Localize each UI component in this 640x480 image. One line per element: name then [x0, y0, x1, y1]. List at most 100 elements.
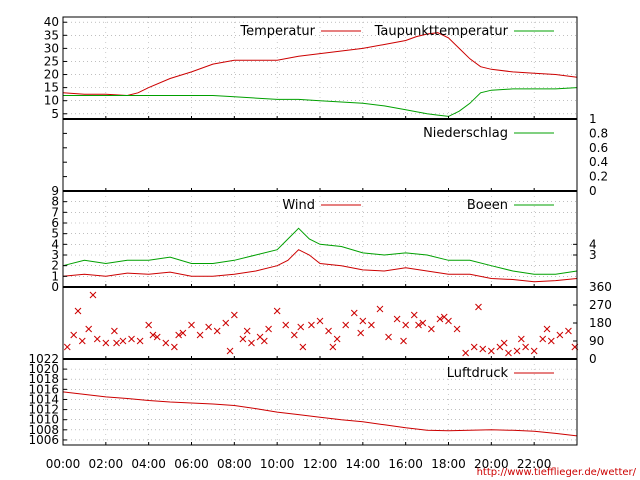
- wind-direction-point: [436, 315, 444, 323]
- xtick-label: 04:00: [131, 457, 166, 471]
- point-stroke: [248, 339, 255, 347]
- wind-direction-point: [273, 307, 281, 315]
- wind-direction-panel-ytick-right-label: 0: [589, 352, 597, 366]
- point-stroke: [475, 303, 482, 311]
- wind-panel-ytick-label: 2: [51, 259, 59, 273]
- wind-panel-ytick-right-label: 3: [589, 248, 597, 262]
- point-stroke: [74, 307, 82, 315]
- point-stroke: [453, 325, 461, 333]
- wind-direction-point: [89, 291, 97, 299]
- point-stroke: [342, 321, 350, 329]
- point-stroke: [517, 335, 525, 343]
- point-stroke: [385, 333, 392, 341]
- point-stroke: [333, 335, 341, 343]
- point-stroke: [93, 335, 101, 343]
- wind-direction-point: [513, 347, 521, 355]
- wind-direction-point: [400, 337, 407, 345]
- temperature-panel-ytick-label: 40: [44, 15, 59, 29]
- point-stroke: [179, 329, 187, 337]
- wind-direction-panel-ytick-right-label: 180: [589, 316, 612, 330]
- wind-direction-point: [539, 335, 547, 343]
- wind-direction-point: [260, 337, 268, 345]
- precipitation-panel-ytick-label: 0.4: [589, 155, 608, 169]
- wind-direction-point: [299, 343, 307, 351]
- wind-direction-point: [565, 327, 572, 335]
- wind-direction-point: [136, 337, 144, 345]
- wind-direction-point: [119, 337, 127, 345]
- wind-direction-point: [410, 311, 418, 319]
- point-stroke: [78, 337, 86, 345]
- frame-layer: [62, 16, 578, 446]
- temperature-panel-ytick-label: 25: [44, 54, 59, 68]
- xtick-label: 00:00: [46, 457, 81, 471]
- point-stroke: [213, 327, 221, 335]
- pressure-panel-ytick-label: 1010: [28, 413, 59, 427]
- boeen-line: [62, 227, 578, 275]
- xtick-label: 16:00: [388, 457, 423, 471]
- wind-direction-point: [368, 321, 375, 329]
- wind-direction-point: [102, 339, 110, 347]
- point-stroke: [70, 331, 78, 339]
- wind-direction-point: [530, 347, 538, 355]
- wind-direction-point: [350, 309, 358, 317]
- xtick-label: 06:00: [174, 457, 209, 471]
- point-stroke: [145, 321, 153, 329]
- point-stroke: [556, 331, 564, 339]
- point-stroke: [128, 335, 135, 343]
- wind-direction-point: [282, 321, 290, 329]
- xtick-label: 20:00: [474, 457, 509, 471]
- temperatur-legend-label: Temperatur: [239, 24, 315, 39]
- point-stroke: [239, 335, 247, 343]
- xtick-label: 14:00: [346, 457, 381, 471]
- wind-direction-point: [74, 307, 82, 315]
- point-stroke: [260, 337, 268, 345]
- wind-direction-point: [415, 321, 422, 329]
- wind-direction-point: [265, 325, 272, 333]
- wind-direction-point: [213, 327, 221, 335]
- temperature-panel-ytick-label: 5: [51, 107, 59, 121]
- point-stroke: [290, 331, 298, 339]
- pressure-panel-ytick-label: 1014: [28, 392, 59, 406]
- point-stroke: [63, 343, 71, 351]
- wind-direction-point: [145, 321, 153, 329]
- wind-direction-point: [205, 323, 212, 331]
- pressure-panel-ytick-label: 1008: [28, 423, 59, 437]
- xtick-label: 08:00: [217, 457, 252, 471]
- point-stroke: [149, 331, 157, 339]
- point-stroke: [547, 337, 555, 345]
- point-stroke: [162, 339, 170, 347]
- niederschlag-legend-label: Niederschlag: [423, 126, 508, 141]
- wind-direction-point: [505, 349, 512, 357]
- wind-panel-ytick-label: 6: [51, 216, 59, 230]
- wind-panel-ytick-right-label: 4: [589, 237, 597, 251]
- wind-direction-point: [175, 331, 183, 339]
- wind-direction-point: [487, 347, 495, 355]
- point-stroke: [299, 343, 307, 351]
- point-stroke: [487, 347, 495, 355]
- temperature-panel-ytick-label: 20: [44, 68, 59, 82]
- point-stroke: [230, 311, 238, 319]
- point-stroke: [175, 331, 183, 339]
- wind-direction-point: [153, 333, 161, 341]
- wind-direction-point: [113, 339, 120, 347]
- wind-direction-point: [85, 325, 93, 333]
- point-stroke: [410, 311, 418, 319]
- wind-direction-point: [479, 345, 487, 353]
- wind-direction-panel-ytick-right-label: 90: [589, 334, 604, 348]
- wind-direction-point: [78, 337, 86, 345]
- xtick-label: 22:00: [517, 457, 552, 471]
- point-stroke: [428, 325, 435, 333]
- point-stroke: [470, 343, 478, 351]
- taupunkttemperatur-line: [63, 87, 578, 117]
- wind-direction-point: [128, 335, 135, 343]
- point-stroke: [393, 315, 401, 323]
- point-stroke: [350, 309, 358, 317]
- point-stroke: [419, 319, 427, 327]
- wind-direction-point: [70, 331, 78, 339]
- point-stroke: [113, 339, 120, 347]
- point-stroke: [445, 317, 452, 325]
- point-stroke: [273, 307, 281, 315]
- point-stroke: [479, 345, 487, 353]
- wind-direction-panel-ytick-right-label: 270: [589, 298, 612, 312]
- source-credit[interactable]: http://www.tiefflieger.de/wetter/: [477, 467, 637, 478]
